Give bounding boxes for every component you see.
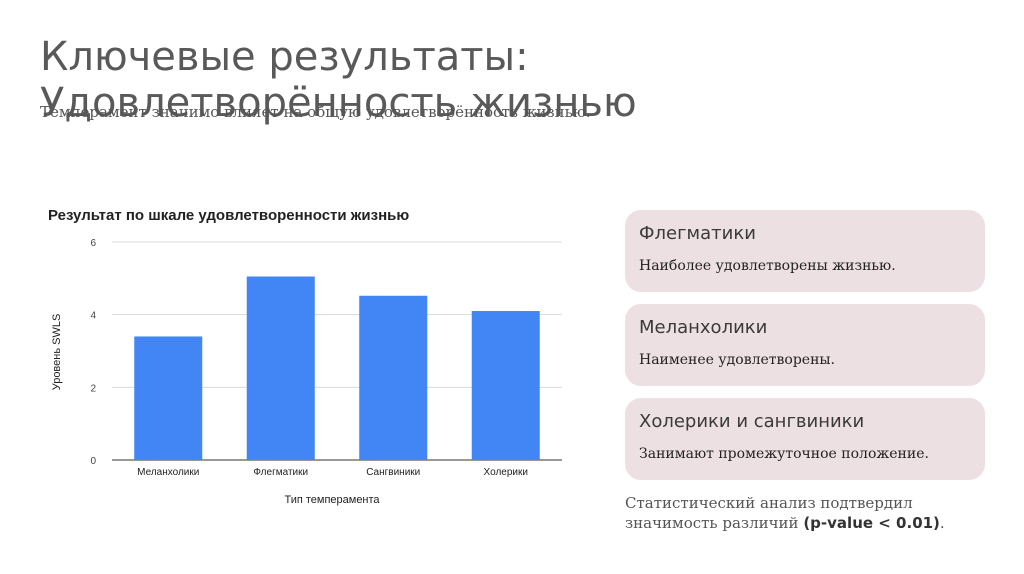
card-text: Наиболее удовлетворены жизнью. — [639, 258, 896, 274]
card-text: Наименее удовлетворены. — [639, 352, 835, 368]
card-text: Занимают промежуточное положение. — [639, 446, 929, 462]
card-melancholics: Меланхолики Наименее удовлетворены. — [625, 304, 985, 386]
slide-title: Ключевые результаты: Удовлетворённость ж… — [40, 34, 637, 126]
x-tick-label: Холерики — [484, 467, 528, 478]
y-tick-label: 6 — [90, 238, 96, 249]
card-phlegmatics: Флегматики Наиболее удовлетворены жизнью… — [625, 210, 985, 292]
y-axis-label: Уровень SWLS — [51, 314, 63, 391]
y-tick-label: 0 — [90, 456, 96, 467]
bar — [134, 336, 203, 460]
statistics-note: Статистический анализ подтвердил значимо… — [625, 493, 1005, 533]
note-text: Статистический анализ подтвердил значимо… — [625, 494, 913, 532]
slide-subtitle: Темперамент значимо влияет на общую удов… — [40, 103, 591, 121]
p-value: (p-value < 0.01) — [803, 514, 940, 532]
card-title: Холерики и сангвиники — [639, 411, 865, 432]
note-end: . — [939, 514, 945, 532]
x-tick-label: Меланхолики — [137, 467, 199, 478]
x-tick-label: Флегматики — [253, 467, 308, 478]
bar — [246, 276, 315, 460]
y-tick-label: 2 — [90, 383, 96, 394]
x-tick-label: Сангвиники — [366, 467, 420, 478]
x-tick-labels: Меланхолики Флегматики Сангвиники Холерики — [137, 467, 528, 478]
card-title: Меланхолики — [639, 317, 768, 338]
y-tick-labels: 0 2 4 6 — [90, 238, 96, 467]
chart-title: Результат по шкале удовлетворенности жиз… — [48, 207, 409, 224]
bar — [359, 295, 428, 460]
bar-chart: Результат по шкале удовлетворенности жиз… — [48, 207, 562, 506]
x-axis-label: Тип темперамента — [284, 494, 380, 506]
card-cholerics-sanguines: Холерики и сангвиники Занимают промежуто… — [625, 398, 985, 480]
bars — [134, 276, 540, 460]
y-tick-label: 4 — [90, 311, 96, 322]
bar — [471, 311, 540, 460]
card-title: Флегматики — [639, 223, 756, 244]
